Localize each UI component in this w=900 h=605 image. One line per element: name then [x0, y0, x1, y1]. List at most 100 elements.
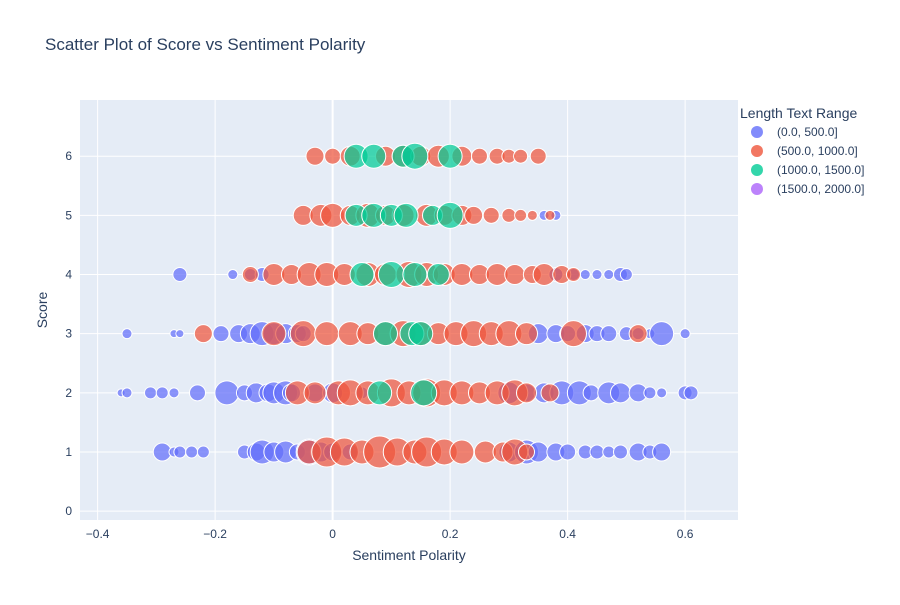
data-point[interactable]: [544, 209, 556, 221]
data-point[interactable]: [361, 143, 387, 169]
legend-item[interactable]: (0.0, 500.0]: [751, 125, 838, 139]
legend-label: (0.0, 500.0]: [777, 125, 838, 139]
y-tick-label: 0: [65, 504, 72, 518]
data-point[interactable]: [591, 269, 603, 281]
data-point[interactable]: [227, 269, 239, 281]
data-point[interactable]: [303, 381, 327, 405]
data-point[interactable]: [589, 444, 605, 460]
data-point[interactable]: [155, 386, 169, 400]
data-point[interactable]: [540, 383, 560, 403]
data-point[interactable]: [212, 325, 230, 343]
data-point[interactable]: [168, 387, 180, 399]
data-points: [116, 142, 699, 469]
data-point[interactable]: [189, 384, 206, 402]
data-point[interactable]: [643, 386, 657, 400]
data-point[interactable]: [656, 387, 668, 399]
data-point[interactable]: [529, 147, 547, 165]
data-point[interactable]: [367, 380, 393, 406]
x-tick-label: 0: [329, 527, 336, 541]
x-tick-label: −0.2: [203, 527, 227, 541]
data-point[interactable]: [214, 380, 240, 406]
y-tick-label: 3: [65, 327, 72, 341]
data-point[interactable]: [121, 328, 133, 340]
data-point[interactable]: [579, 269, 591, 281]
legend[interactable]: Length Text Range (0.0, 500.0] (500.0, 10…: [740, 105, 864, 196]
data-point[interactable]: [652, 442, 672, 462]
data-point[interactable]: [610, 382, 631, 404]
data-point[interactable]: [582, 384, 600, 402]
legend-item[interactable]: (1500.0, 2000.0]: [751, 182, 864, 196]
data-point[interactable]: [603, 269, 615, 281]
y-axis-label: Score: [34, 292, 50, 329]
y-tick-label: 2: [65, 386, 72, 400]
data-point[interactable]: [628, 324, 648, 344]
y-axis-ticks: 0 1 2 3 4 5 6: [65, 149, 72, 518]
data-point[interactable]: [196, 445, 210, 459]
legend-item[interactable]: (500.0, 1000.0]: [751, 144, 858, 158]
x-tick-label: 0.2: [442, 527, 459, 541]
legend-label: (500.0, 1000.0]: [777, 144, 858, 158]
data-point[interactable]: [175, 329, 185, 339]
data-point[interactable]: [373, 321, 398, 347]
data-point[interactable]: [314, 321, 340, 347]
data-point[interactable]: [514, 208, 528, 222]
data-point[interactable]: [261, 321, 287, 347]
legend-marker: [751, 126, 763, 138]
data-point[interactable]: [393, 202, 419, 228]
data-point[interactable]: [566, 267, 581, 283]
data-point[interactable]: [526, 209, 538, 221]
legend-marker: [751, 145, 763, 157]
data-point[interactable]: [289, 320, 317, 348]
data-point[interactable]: [518, 443, 535, 461]
data-point[interactable]: [436, 201, 464, 229]
x-axis-label: Sentiment Polarity: [352, 547, 466, 563]
data-point[interactable]: [471, 147, 488, 165]
data-point[interactable]: [532, 263, 556, 287]
legend-marker: [751, 164, 763, 176]
data-point[interactable]: [193, 324, 213, 344]
data-point[interactable]: [121, 387, 133, 399]
y-tick-label: 5: [65, 208, 72, 222]
data-point[interactable]: [305, 146, 325, 166]
data-point[interactable]: [324, 147, 342, 165]
data-point[interactable]: [173, 445, 187, 459]
data-point[interactable]: [401, 142, 429, 170]
data-point[interactable]: [185, 445, 199, 459]
data-point[interactable]: [504, 264, 526, 286]
data-point[interactable]: [482, 206, 500, 224]
data-point[interactable]: [516, 382, 537, 404]
data-point[interactable]: [241, 266, 259, 284]
data-point[interactable]: [349, 262, 375, 288]
data-point[interactable]: [600, 325, 618, 343]
data-point[interactable]: [377, 261, 405, 289]
data-point[interactable]: [144, 386, 157, 400]
data-point[interactable]: [649, 321, 675, 347]
data-point[interactable]: [464, 205, 484, 225]
data-point[interactable]: [602, 445, 616, 459]
data-point[interactable]: [408, 321, 434, 347]
data-point[interactable]: [513, 148, 529, 164]
data-point[interactable]: [437, 143, 463, 169]
data-point[interactable]: [426, 263, 450, 287]
data-point[interactable]: [501, 207, 517, 223]
data-point[interactable]: [683, 385, 699, 401]
legend-items[interactable]: (0.0, 500.0] (500.0, 1000.0] (1000.0, 1500…: [751, 125, 864, 196]
x-tick-label: 0.6: [677, 527, 694, 541]
data-point[interactable]: [619, 268, 633, 282]
data-point[interactable]: [613, 444, 628, 460]
data-point[interactable]: [515, 322, 538, 346]
data-point[interactable]: [402, 262, 428, 288]
data-point[interactable]: [560, 320, 587, 348]
data-point[interactable]: [679, 328, 691, 340]
data-point[interactable]: [559, 443, 577, 461]
data-point[interactable]: [172, 267, 188, 283]
legend-label: (1500.0, 2000.0]: [777, 182, 864, 196]
series-3: [343, 142, 464, 407]
data-point[interactable]: [449, 439, 475, 465]
legend-title: Length Text Range: [740, 105, 857, 121]
legend-item[interactable]: (1000.0, 1500.0]: [751, 163, 864, 177]
y-tick-label: 6: [65, 149, 72, 163]
data-point[interactable]: [410, 379, 438, 407]
x-axis-ticks: −0.4 −0.2 0 0.2 0.4 0.6: [86, 527, 694, 541]
